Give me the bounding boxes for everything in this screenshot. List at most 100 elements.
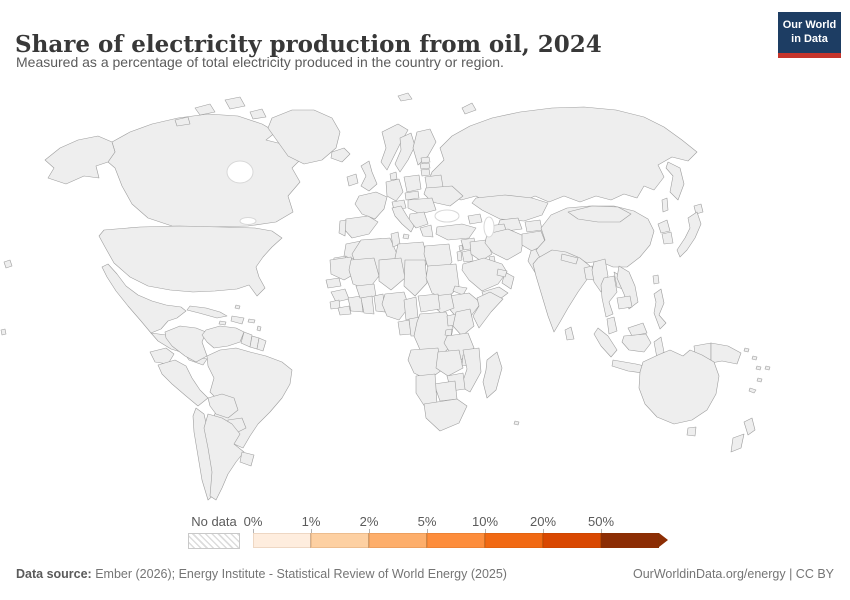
country-estonia[interactable] xyxy=(420,156,431,164)
country-argentina[interactable] xyxy=(203,413,245,501)
country-sri-lanka[interactable] xyxy=(564,326,575,341)
country-central-african-republic[interactable] xyxy=(417,293,441,313)
country-liberia[interactable] xyxy=(337,305,352,316)
country-south-africa[interactable] xyxy=(423,398,468,432)
country-venezuela[interactable] xyxy=(201,325,245,349)
country-ireland[interactable] xyxy=(346,173,359,187)
country-ghana[interactable] xyxy=(360,295,375,315)
country-greenland[interactable] xyxy=(267,109,341,165)
country-denmark[interactable] xyxy=(389,171,398,181)
country-israel[interactable] xyxy=(456,250,463,262)
country-saudi-arabia[interactable] xyxy=(461,257,508,292)
country-spain[interactable] xyxy=(342,215,379,239)
license-link[interactable]: OurWorldinData.org/energy | CC BY xyxy=(632,567,834,581)
legend-color-segment-1-2%[interactable] xyxy=(311,533,369,548)
island-arctic-2[interactable] xyxy=(224,96,246,110)
country-botswana[interactable] xyxy=(433,380,458,402)
country-peru[interactable] xyxy=(157,359,209,407)
country-thailand[interactable] xyxy=(600,275,618,318)
country-japan[interactable] xyxy=(676,211,702,258)
country-greece[interactable] xyxy=(419,224,434,238)
country-russia[interactable] xyxy=(427,106,698,205)
country-bolivia[interactable] xyxy=(207,393,239,419)
country-nepal[interactable] xyxy=(560,253,579,265)
islands-bahamas[interactable] xyxy=(234,304,241,310)
country-germany[interactable] xyxy=(385,178,404,202)
country-usa-alaska[interactable] xyxy=(44,135,116,185)
legend-color-segment-20-50%[interactable] xyxy=(543,533,601,548)
island-sulawesi[interactable] xyxy=(653,336,665,359)
country-poland[interactable] xyxy=(403,174,422,193)
country-lebanon[interactable] xyxy=(458,244,464,252)
island-svalbard[interactable] xyxy=(397,92,413,102)
country-malaysia[interactable] xyxy=(606,316,618,335)
country-papua-new-guinea[interactable] xyxy=(710,342,742,365)
country-iceland[interactable] xyxy=(330,147,351,163)
country-senegal[interactable] xyxy=(325,277,342,289)
legend-no-data-swatch[interactable] xyxy=(188,533,240,549)
country-north-korea[interactable] xyxy=(657,219,671,234)
legend-color-segment-5-10%[interactable] xyxy=(427,533,485,548)
country-burkina-faso[interactable] xyxy=(355,283,377,299)
region-czechia-slovakia[interactable] xyxy=(404,190,420,201)
country-cambodia[interactable] xyxy=(616,295,633,310)
legend-color-segment-2-5%[interactable] xyxy=(369,533,427,548)
islands-bougainville[interactable] xyxy=(751,355,758,361)
island-tasmania[interactable] xyxy=(686,426,697,437)
island-taiwan[interactable] xyxy=(652,274,660,285)
island-left-edge[interactable] xyxy=(0,328,7,336)
island-borneo[interactable] xyxy=(621,333,652,353)
country-somalia[interactable] xyxy=(472,291,504,329)
country-sweden[interactable] xyxy=(394,132,416,173)
island-arctic-3[interactable] xyxy=(249,108,267,120)
country-namibia[interactable] xyxy=(415,373,438,408)
country-australia[interactable] xyxy=(638,349,720,425)
islands-solomon[interactable] xyxy=(755,365,762,371)
country-russia-kamchatka[interactable] xyxy=(665,161,685,201)
country-ivory-coast[interactable] xyxy=(347,295,364,313)
country-india[interactable] xyxy=(532,249,591,333)
region-hungary-romania[interactable] xyxy=(407,197,437,215)
country-mongolia[interactable] xyxy=(567,205,632,223)
country-chad[interactable] xyxy=(403,259,428,297)
country-mexico[interactable] xyxy=(101,263,187,334)
region-uae-qatar[interactable] xyxy=(496,268,508,278)
country-norway[interactable] xyxy=(380,123,409,171)
country-canada[interactable] xyxy=(107,113,306,228)
island-arctic-4[interactable] xyxy=(174,116,191,127)
islands-hawaii[interactable] xyxy=(3,259,13,269)
region-malaysia-borneo[interactable] xyxy=(627,322,648,337)
country-kenya[interactable] xyxy=(452,308,475,337)
country-vietnam[interactable] xyxy=(616,265,639,310)
region-french-guiana[interactable] xyxy=(256,337,267,352)
country-iran[interactable] xyxy=(484,228,525,261)
country-united-kingdom[interactable] xyxy=(360,160,378,192)
country-south-korea[interactable] xyxy=(661,231,674,245)
region-kyrgyzstan-tajikistan[interactable] xyxy=(524,219,543,233)
region-rwanda-burundi[interactable] xyxy=(444,328,453,337)
island-puerto-rico[interactable] xyxy=(247,318,256,324)
country-cameroon[interactable] xyxy=(403,296,419,321)
country-kazakhstan[interactable] xyxy=(471,194,549,222)
country-madagascar[interactable] xyxy=(482,351,503,399)
country-zambia[interactable] xyxy=(435,349,464,377)
country-guinea[interactable] xyxy=(330,288,350,303)
country-uruguay[interactable] xyxy=(239,451,255,467)
country-ecuador[interactable] xyxy=(149,347,175,365)
island-new-caledonia[interactable] xyxy=(748,387,757,394)
country-finland[interactable] xyxy=(412,128,437,166)
island-hispaniola[interactable] xyxy=(230,315,245,325)
region-caucasus[interactable] xyxy=(467,213,483,225)
country-mozambique[interactable] xyxy=(460,347,482,393)
islands-lesser-antilles[interactable] xyxy=(256,325,262,332)
island-hokkaido[interactable] xyxy=(693,203,704,215)
country-nigeria[interactable] xyxy=(381,291,410,321)
country-niger[interactable] xyxy=(378,257,406,291)
country-mauritania[interactable] xyxy=(329,256,357,281)
country-turkey[interactable] xyxy=(435,223,477,241)
country-france[interactable] xyxy=(354,191,388,220)
legend-color-segment-10-20%[interactable] xyxy=(485,533,543,548)
island-novaya-zemlya[interactable] xyxy=(461,102,477,115)
island-sumatra[interactable] xyxy=(593,327,618,358)
world-choropleth-map[interactable] xyxy=(0,80,850,512)
